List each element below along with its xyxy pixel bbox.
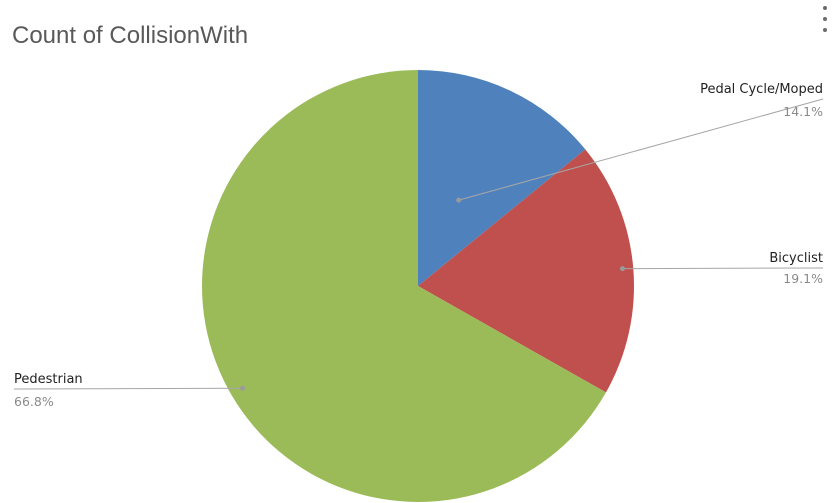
leader-line [458,98,824,201]
chart-title: Count of CollisionWith [12,22,249,49]
leader-dot [619,266,625,272]
slice-percent-label: 66.8% [14,394,54,409]
pie-slice-pedestrian[interactable] [202,70,606,502]
slice-percent-label: 14.1% [783,104,823,119]
leader-dot [240,385,246,391]
slice-percent-label: 19.1% [783,271,823,286]
slice-label: Pedestrian [14,372,83,387]
slice-label: Bicyclist [769,251,823,266]
leader-line [13,387,243,390]
pie-slice-bicyclist[interactable] [418,149,635,393]
more-options-icon[interactable] [819,4,831,34]
leader-dot [456,197,462,203]
slice-label: Pedal Cycle/Moped [700,82,823,97]
leader-line [622,267,824,270]
pie-slice-pedal-cycle-moped[interactable] [418,70,586,286]
